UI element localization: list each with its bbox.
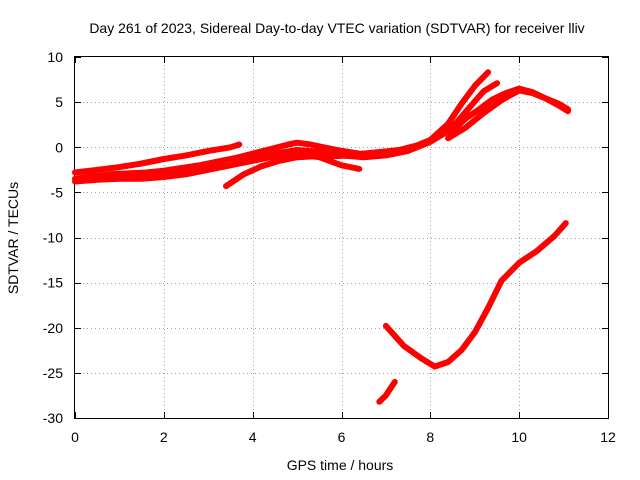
x-tick-label: 8 <box>426 429 434 445</box>
y-tick-label: -10 <box>43 230 63 246</box>
series-track-4 <box>125 151 363 180</box>
y-axis-label: SDTVAR / TECUs <box>5 182 21 294</box>
y-tick-labels: -30 -25 -20 -15 -10 -5 0 5 10 <box>43 49 63 426</box>
series-track-8 <box>376 378 398 405</box>
x-axis-label: GPS time / hours <box>287 457 394 473</box>
y-tick-label: 0 <box>55 139 63 155</box>
series-track-1 <box>72 141 243 176</box>
plot-frame <box>74 56 609 419</box>
y-tick-label: 5 <box>55 94 63 110</box>
y-tick-label: -30 <box>43 410 63 426</box>
y-tick-label: -20 <box>43 320 63 336</box>
y-tick-label: -15 <box>43 275 63 291</box>
grid-lines <box>75 57 608 418</box>
x-tick-label: 0 <box>71 429 79 445</box>
series-track-6 <box>445 87 571 142</box>
x-tick-label: 2 <box>160 429 168 445</box>
x-tick-labels: 0 2 4 6 8 10 12 <box>71 429 616 445</box>
x-tick-label: 12 <box>600 429 616 445</box>
y-tick-label: -25 <box>43 365 63 381</box>
series-track-5 <box>223 85 571 190</box>
chart-title: Day 261 of 2023, Sidereal Day-to-day VTE… <box>89 20 584 36</box>
y-tick-label: 10 <box>47 49 63 65</box>
y-tick-label: -5 <box>51 184 64 200</box>
x-tick-label: 6 <box>338 429 346 445</box>
axis-ticks <box>75 57 609 419</box>
x-tick-label: 10 <box>511 429 527 445</box>
series-layer <box>72 69 571 405</box>
x-tick-label: 4 <box>249 429 257 445</box>
series-track-7 <box>382 220 569 370</box>
